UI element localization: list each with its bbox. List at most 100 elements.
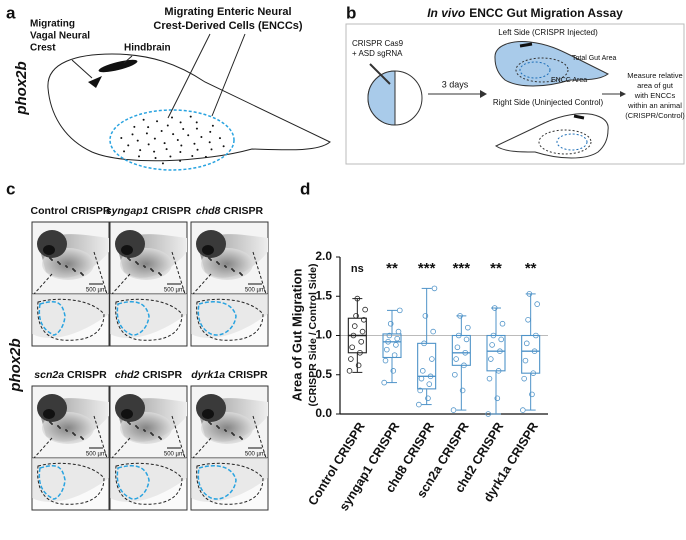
- dot: [153, 137, 156, 140]
- arrow: [211, 33, 246, 117]
- gene: dyrk1a: [191, 369, 225, 381]
- panel-letter: c: [6, 179, 15, 198]
- point: [346, 368, 353, 374]
- label: Crest: [30, 43, 56, 54]
- point: [494, 395, 501, 402]
- arrowhead: [480, 90, 487, 98]
- dot: [211, 124, 214, 127]
- cell: [210, 423, 212, 425]
- eye: [121, 245, 133, 255]
- suffix: CRISPR: [142, 369, 182, 381]
- gene-label: phox2b: [7, 338, 24, 392]
- gut-outline: [37, 462, 105, 505]
- cell: [152, 270, 154, 272]
- point: [358, 338, 365, 345]
- dot: [147, 143, 150, 146]
- dot: [160, 129, 163, 132]
- dot: [142, 118, 145, 121]
- cell: [137, 263, 139, 265]
- point: [419, 368, 426, 374]
- scale-label: 500 µm: [164, 452, 184, 458]
- encc-outline: [38, 301, 66, 336]
- scale-label: 500 µm: [245, 288, 265, 294]
- dot: [154, 157, 157, 160]
- dot: [200, 136, 203, 139]
- point: [382, 357, 389, 364]
- gene: chd8: [196, 205, 221, 217]
- gene-label: phox2b: [13, 61, 30, 115]
- fish-right: [494, 113, 609, 159]
- cell: [233, 434, 235, 436]
- point: [453, 356, 459, 362]
- eye: [43, 245, 55, 255]
- y-tick-label: 0.0: [315, 406, 332, 420]
- point: [417, 387, 423, 394]
- point: [390, 368, 397, 374]
- panel-b: b In vivo ENCC Gut Migration Assay CRISPR…: [345, 3, 685, 165]
- significance: **: [386, 260, 398, 277]
- zoom-line: [171, 251, 186, 295]
- dot: [172, 133, 175, 136]
- cell: [82, 274, 84, 276]
- point: [521, 375, 527, 382]
- zoom-line: [192, 437, 212, 459]
- panel-letter: b: [346, 3, 356, 22]
- gut-outline: [37, 298, 105, 341]
- cell: [160, 438, 162, 440]
- cell: [152, 434, 154, 436]
- label: + ASD sgRNA: [352, 49, 403, 58]
- cell: [241, 274, 243, 276]
- label: area of gut: [637, 81, 674, 90]
- dot: [204, 155, 207, 158]
- point: [395, 328, 402, 335]
- dot: [179, 159, 182, 162]
- point: [452, 371, 458, 378]
- dot: [131, 133, 134, 136]
- zoom-line: [111, 273, 131, 295]
- dot: [163, 142, 166, 145]
- gut-outline: [196, 298, 264, 341]
- y-tick-label: 2.0: [315, 249, 332, 263]
- zoom-line: [111, 437, 131, 459]
- image-label: chd8 CRISPR: [196, 205, 264, 217]
- zoom-line: [33, 273, 53, 295]
- box: [451, 334, 471, 366]
- gut-area: [515, 57, 569, 83]
- zoom-line: [93, 415, 108, 459]
- point: [529, 391, 535, 398]
- label: Crest-Derived Cells (ENCCs): [153, 20, 302, 32]
- y-tick-label: 1.5: [315, 288, 332, 302]
- suffix: CRISPR: [67, 369, 107, 381]
- dot: [209, 130, 212, 133]
- zoom-tissue: [191, 294, 268, 338]
- dot: [123, 150, 126, 153]
- image-label: Control CRISPR: [30, 205, 110, 217]
- cell: [137, 427, 139, 429]
- point: [486, 375, 493, 382]
- title-italic: In vivo: [427, 6, 465, 20]
- panel-letter: d: [300, 179, 310, 198]
- dot: [195, 121, 198, 124]
- fish-left: [494, 41, 609, 87]
- cell: [233, 270, 235, 272]
- zoom-tissue: [32, 458, 109, 502]
- zoom-line: [252, 251, 267, 295]
- point: [463, 336, 470, 343]
- cell: [59, 427, 61, 429]
- eye: [202, 245, 214, 255]
- encc-outline: [116, 465, 150, 500]
- point: [489, 342, 495, 348]
- dot: [127, 144, 130, 147]
- dot: [189, 115, 192, 118]
- image-label: chd2 CRISPR: [115, 369, 183, 381]
- point: [429, 356, 435, 362]
- label: Migrating: [30, 19, 75, 30]
- point: [499, 320, 506, 327]
- dot: [161, 162, 164, 165]
- point: [349, 344, 355, 351]
- dot: [179, 151, 182, 154]
- image-label: scn2a CRISPR: [34, 369, 107, 381]
- encc-area: [556, 133, 588, 151]
- panel-d: d Area of Gut Migration (CRISPR Side / C…: [289, 179, 548, 513]
